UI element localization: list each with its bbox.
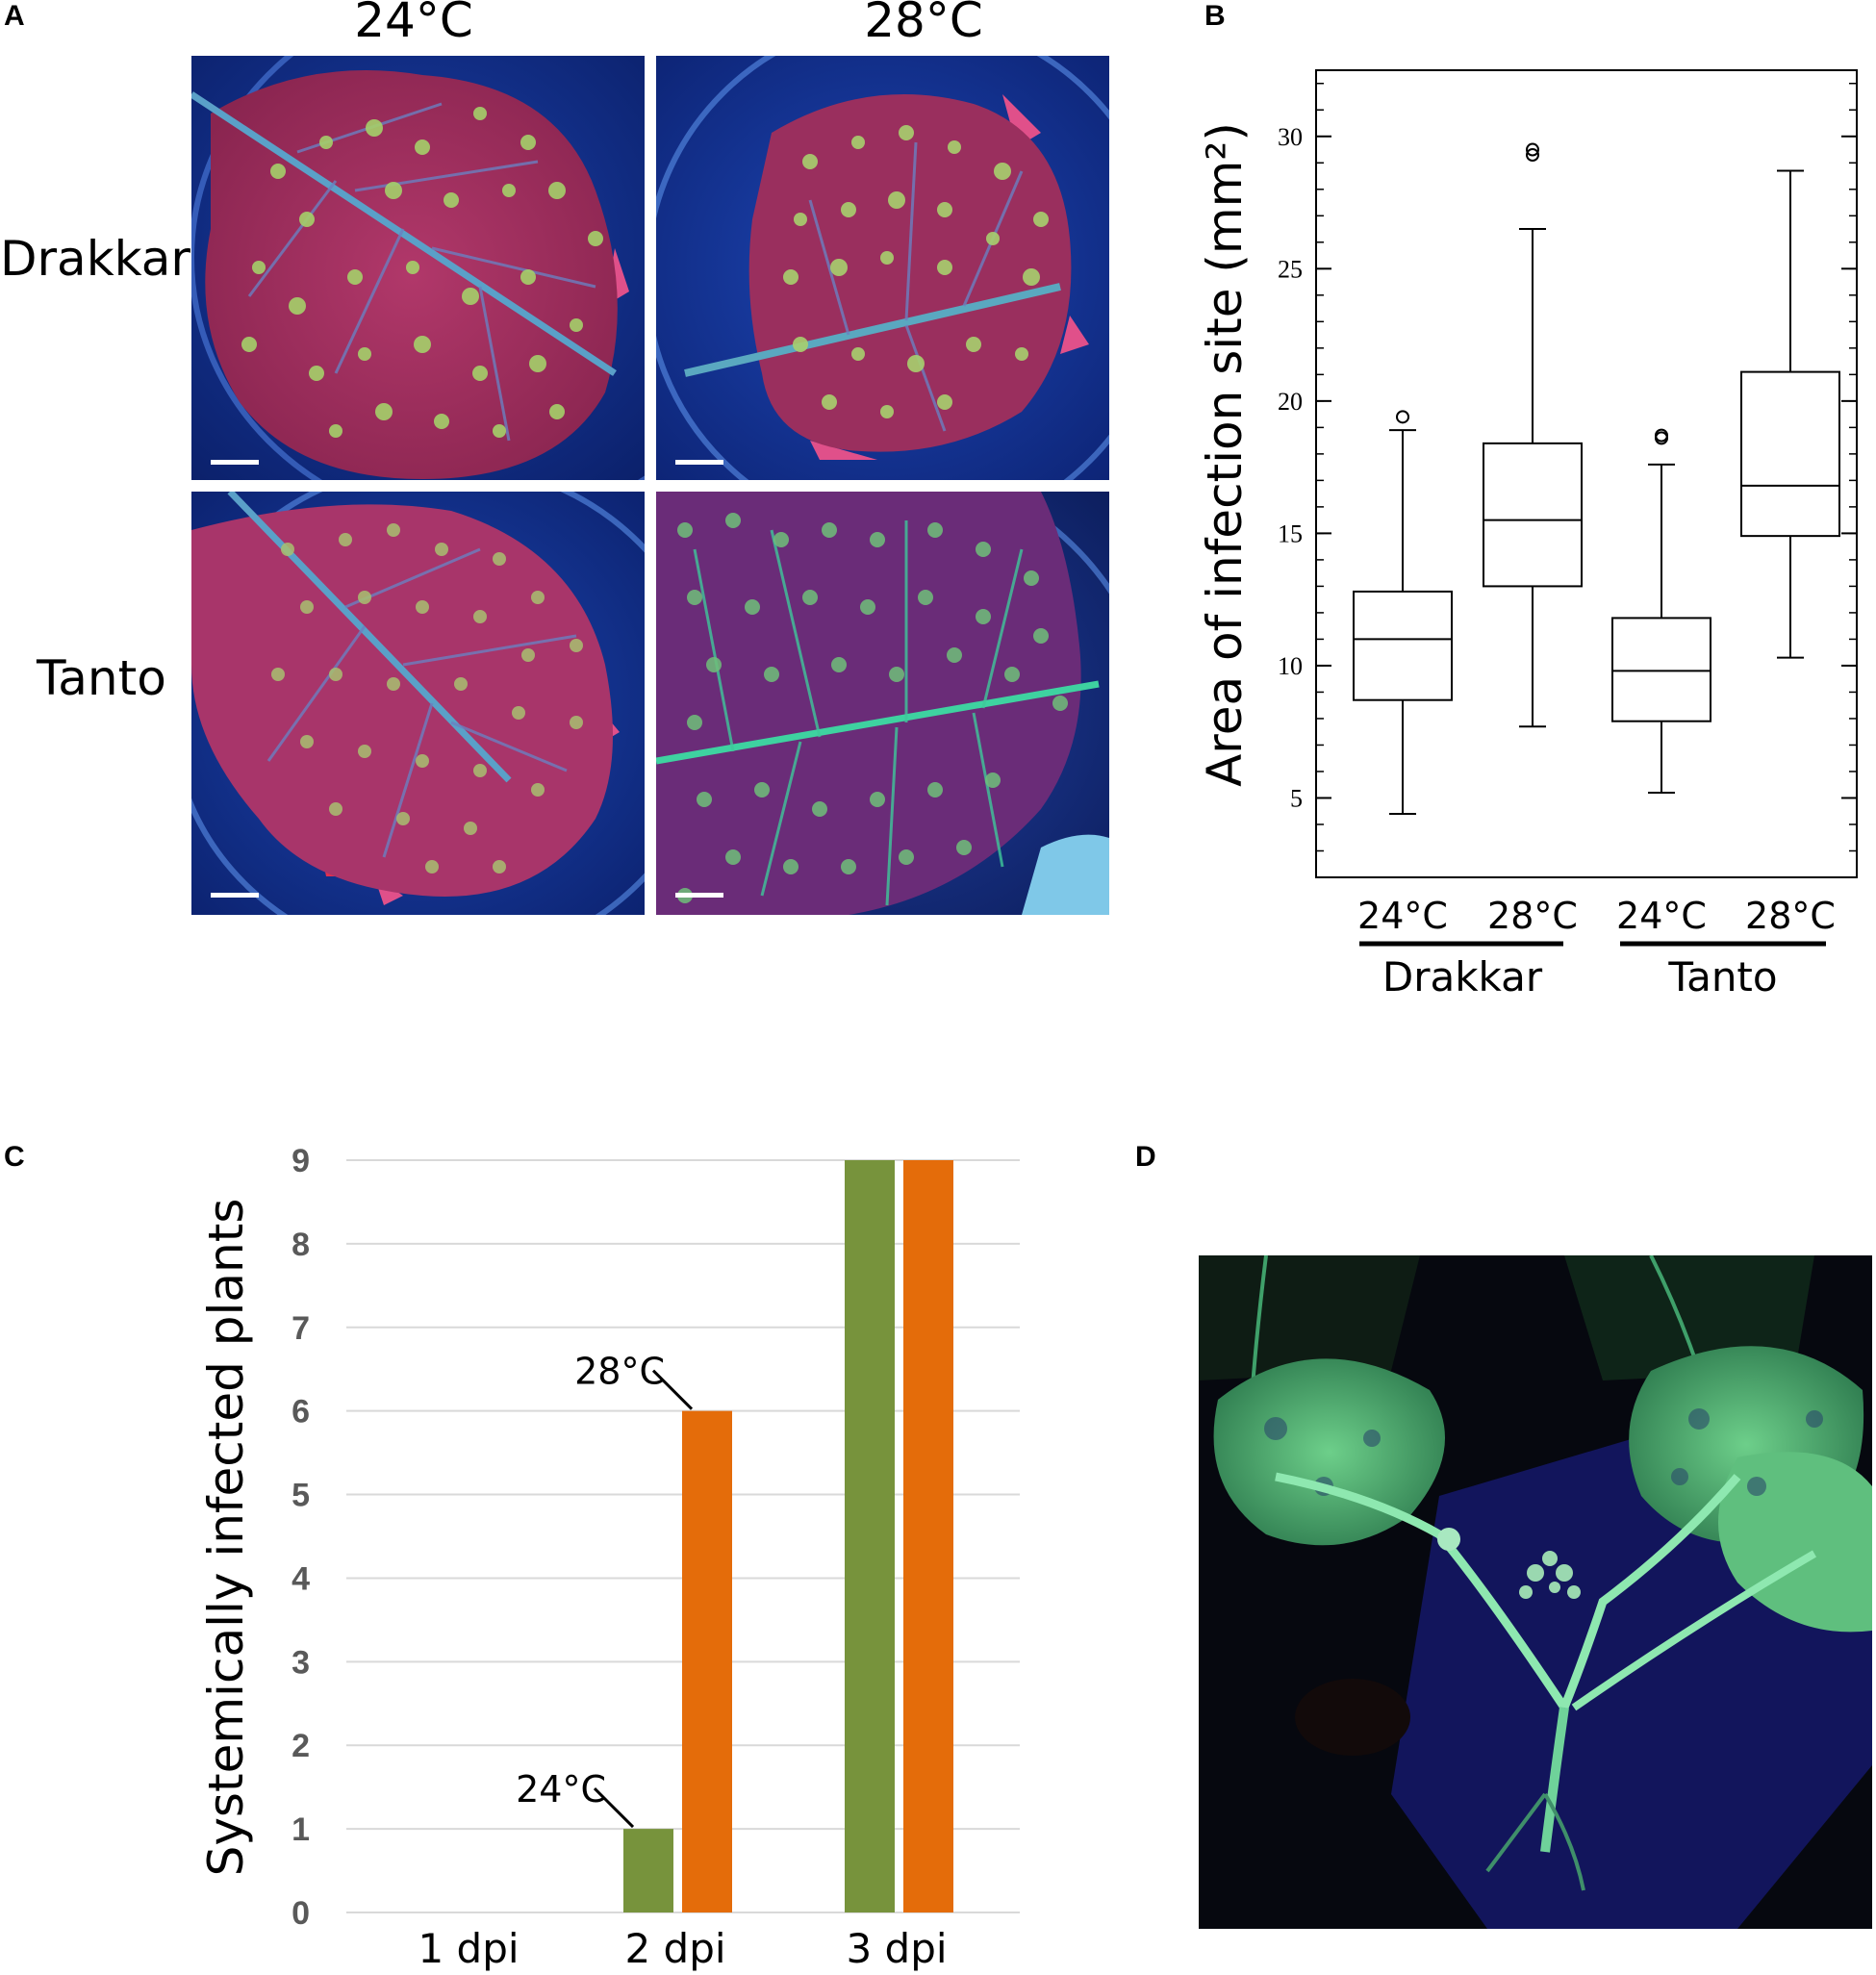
panel-a-letter: A bbox=[4, 0, 25, 32]
annotation-leader-line bbox=[651, 1369, 694, 1410]
y-tick-label: 1 bbox=[292, 1811, 310, 1848]
y-tick-label: 9 bbox=[292, 1143, 310, 1179]
box-outlier bbox=[1655, 428, 1668, 443]
row-label-tanto: Tanto bbox=[37, 650, 166, 706]
panel-c-letter: C bbox=[4, 1141, 25, 1173]
annotation-label: 24°C bbox=[516, 1768, 606, 1810]
panel-b-letter: B bbox=[1204, 0, 1226, 32]
scale-bar bbox=[211, 893, 259, 898]
y-tick-label: 2 bbox=[292, 1728, 310, 1764]
box-outlier bbox=[1526, 142, 1539, 157]
y-tick-label: 0 bbox=[292, 1895, 310, 1932]
box-iqr bbox=[1740, 370, 1840, 538]
y-tick-label: 25 bbox=[1278, 255, 1303, 283]
box-outlier bbox=[1526, 148, 1539, 163]
y-tick-label: 3 bbox=[292, 1644, 310, 1681]
leaf-photo-tanto-28c bbox=[656, 492, 1109, 915]
x-tick-label-temperature: 28°C bbox=[1745, 895, 1836, 937]
leaf-photo-tanto-24c bbox=[191, 492, 645, 915]
y-tick-label: 5 bbox=[292, 1478, 310, 1514]
plot-frame bbox=[1315, 69, 1858, 878]
x-tick-label-temperature: 24°C bbox=[1357, 895, 1448, 937]
leaf-photo-drakkar-24c bbox=[191, 56, 645, 480]
plant-photo bbox=[1199, 1255, 1872, 1929]
y-tick-label: 20 bbox=[1278, 388, 1303, 416]
x-tick-label: 1 dpi bbox=[418, 1925, 519, 1972]
bar-28c bbox=[682, 1410, 732, 1912]
annotation-label: 28°C bbox=[574, 1351, 665, 1393]
scale-bar bbox=[211, 460, 259, 465]
genotype-label: Drakkar bbox=[1382, 953, 1543, 1000]
y-tick-label: 30 bbox=[1278, 123, 1303, 151]
scale-bar bbox=[675, 893, 723, 898]
y-tick-label: 5 bbox=[1290, 784, 1303, 812]
leaf-photo-drakkar-28c bbox=[656, 56, 1109, 480]
x-tick-label: 2 dpi bbox=[624, 1925, 725, 1972]
y-tick-label: 10 bbox=[1278, 652, 1303, 680]
panel-d-letter: D bbox=[1135, 1141, 1156, 1173]
x-tick-label-temperature: 28°C bbox=[1487, 895, 1578, 937]
bar-24c bbox=[845, 1160, 895, 1912]
box-iqr bbox=[1483, 442, 1583, 588]
x-tick-label-temperature: 24°C bbox=[1616, 895, 1707, 937]
y-tick-label: 8 bbox=[292, 1227, 310, 1263]
box-outlier bbox=[1396, 410, 1409, 424]
column-label-24c: 24°C bbox=[354, 0, 473, 48]
column-label-28c: 28°C bbox=[864, 0, 983, 48]
x-tick-label: 3 dpi bbox=[846, 1925, 947, 1972]
scale-bar bbox=[675, 460, 723, 465]
y-tick-label: 6 bbox=[292, 1394, 310, 1431]
y-tick-label: 4 bbox=[292, 1560, 310, 1597]
bar-28c bbox=[903, 1160, 953, 1912]
box-plot-chart: 5 10 15 20 25 30 Area of infection site (mm²) 2… bbox=[1197, 69, 1858, 1000]
y-tick-label: 15 bbox=[1278, 519, 1303, 547]
genotype-label: Tanto bbox=[1667, 953, 1777, 1000]
y-tick-label: 7 bbox=[292, 1310, 310, 1347]
box-iqr bbox=[1353, 590, 1453, 701]
box-iqr bbox=[1611, 617, 1711, 722]
row-label-drakkar: Drakkar bbox=[0, 231, 190, 287]
y-axis-label: Area of infection site (mm²) bbox=[1197, 122, 1253, 787]
y-axis-label: Systemically infected plants bbox=[198, 1199, 254, 1877]
bar-24c bbox=[623, 1829, 673, 1912]
annotation-leader-line bbox=[593, 1787, 635, 1829]
